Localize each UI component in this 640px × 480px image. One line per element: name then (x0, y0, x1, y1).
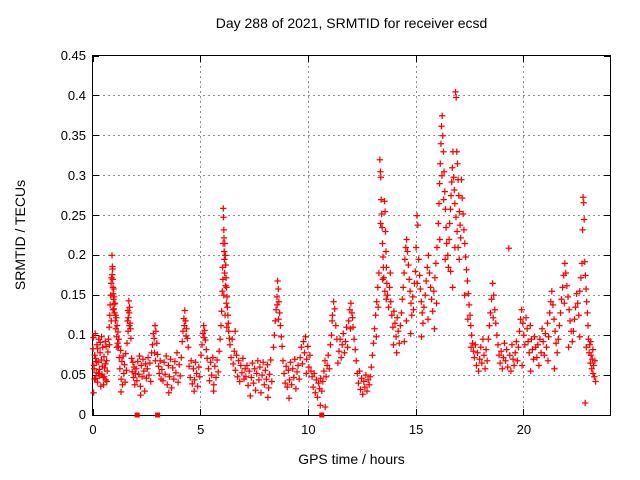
y-gridline (93, 334, 610, 336)
y-gridline (93, 135, 610, 137)
x-tick-mark (415, 409, 417, 415)
y-tick-label: 0.1 (67, 327, 86, 343)
y-tick-mark (93, 254, 99, 256)
x-tick-label: 20 (516, 422, 532, 437)
y-axis-title: SRMTID / TECUs (12, 179, 28, 291)
y-tick-label: 0.05 (60, 367, 86, 383)
y-tick-mark (604, 55, 610, 57)
x-tick-mark (307, 409, 309, 415)
x-tick-mark (92, 409, 94, 415)
x-tick-label: 10 (301, 422, 316, 437)
y-tick-mark (93, 294, 99, 296)
x-gridline (523, 56, 525, 415)
y-gridline (93, 374, 610, 376)
y-tick-mark (604, 294, 610, 296)
y-tick-mark (93, 95, 99, 97)
y-tick-mark (93, 334, 99, 336)
y-tick-label: 0.45 (60, 48, 86, 63)
y-tick-mark (604, 374, 610, 376)
square-marker (319, 412, 325, 418)
y-tick-mark (604, 95, 610, 97)
scatter-points (89, 88, 599, 418)
x-tick-mark (523, 56, 525, 62)
plot-area (89, 55, 611, 418)
y-tick-mark (604, 334, 610, 336)
square-marker (155, 412, 161, 418)
x-tick-mark (200, 56, 202, 62)
y-tick-label: 0.25 (60, 207, 86, 223)
y-tick-mark (93, 215, 99, 217)
x-gridline (415, 56, 417, 415)
y-gridline (93, 294, 610, 296)
x-tick-label: 5 (197, 422, 205, 437)
x-tick-mark (523, 409, 525, 415)
y-tick-mark (93, 55, 99, 57)
y-tick-mark (604, 414, 610, 416)
y-tick-label: 0 (78, 407, 86, 422)
x-tick-mark (200, 409, 202, 415)
chart-title: Day 288 of 2021, SRMTID for receiver ecs… (215, 15, 488, 31)
plus-markers (89, 88, 599, 411)
y-tick-label: 0.15 (60, 287, 86, 303)
y-tick-mark (93, 414, 99, 416)
y-tick-mark (604, 135, 610, 137)
y-tick-mark (604, 254, 610, 256)
y-tick-label: 0.2 (67, 247, 86, 263)
y-gridline (93, 95, 610, 97)
y-tick-mark (604, 175, 610, 177)
x-tick-label: 15 (408, 422, 424, 437)
x-gridline (200, 56, 202, 415)
x-tick-mark (92, 56, 94, 62)
x-tick-mark (415, 56, 417, 62)
y-gridline (93, 175, 610, 177)
x-tick-mark (307, 56, 309, 62)
x-tick-label: 0 (89, 422, 97, 437)
y-tick-label: 0.4 (67, 87, 86, 103)
y-gridline (93, 215, 610, 217)
x-gridline (307, 56, 309, 415)
y-tick-label: 0.3 (67, 167, 86, 183)
y-tick-mark (604, 215, 610, 217)
y-tick-mark (93, 135, 99, 137)
y-tick-mark (93, 175, 99, 177)
y-gridline (93, 254, 610, 256)
square-marker (134, 412, 140, 418)
y-tick-label: 0.35 (60, 127, 86, 143)
x-axis-title: GPS time / hours (298, 451, 405, 467)
